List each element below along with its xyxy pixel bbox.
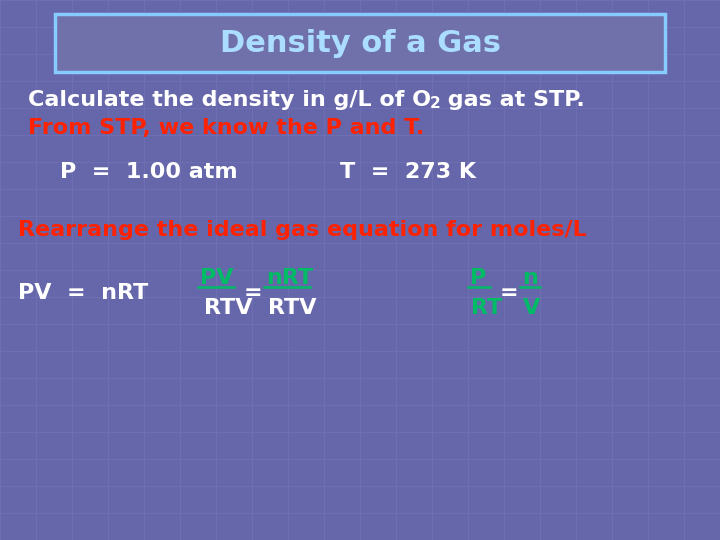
Text: T  =  273 K: T = 273 K xyxy=(340,162,476,182)
Text: V: V xyxy=(523,298,540,318)
Text: =: = xyxy=(244,283,263,303)
Text: PV: PV xyxy=(200,268,233,288)
Text: 2: 2 xyxy=(430,97,441,111)
Text: n: n xyxy=(522,268,538,288)
Text: RTV: RTV xyxy=(268,298,317,318)
Text: PV  =  nRT: PV = nRT xyxy=(18,283,148,303)
Text: Calculate the density in g/L of O: Calculate the density in g/L of O xyxy=(28,90,431,110)
Text: From STP, we know the P and T.: From STP, we know the P and T. xyxy=(28,118,424,138)
Text: P: P xyxy=(470,268,486,288)
Text: Rearrange the ideal gas equation for moles/L: Rearrange the ideal gas equation for mol… xyxy=(18,220,587,240)
Text: RT: RT xyxy=(471,298,503,318)
Text: RTV: RTV xyxy=(204,298,253,318)
Text: P  =  1.00 atm: P = 1.00 atm xyxy=(60,162,238,182)
Text: gas at STP.: gas at STP. xyxy=(440,90,585,110)
Text: Density of a Gas: Density of a Gas xyxy=(220,29,500,57)
FancyBboxPatch shape xyxy=(55,14,665,72)
Text: =: = xyxy=(500,283,518,303)
Text: nRT: nRT xyxy=(266,268,313,288)
